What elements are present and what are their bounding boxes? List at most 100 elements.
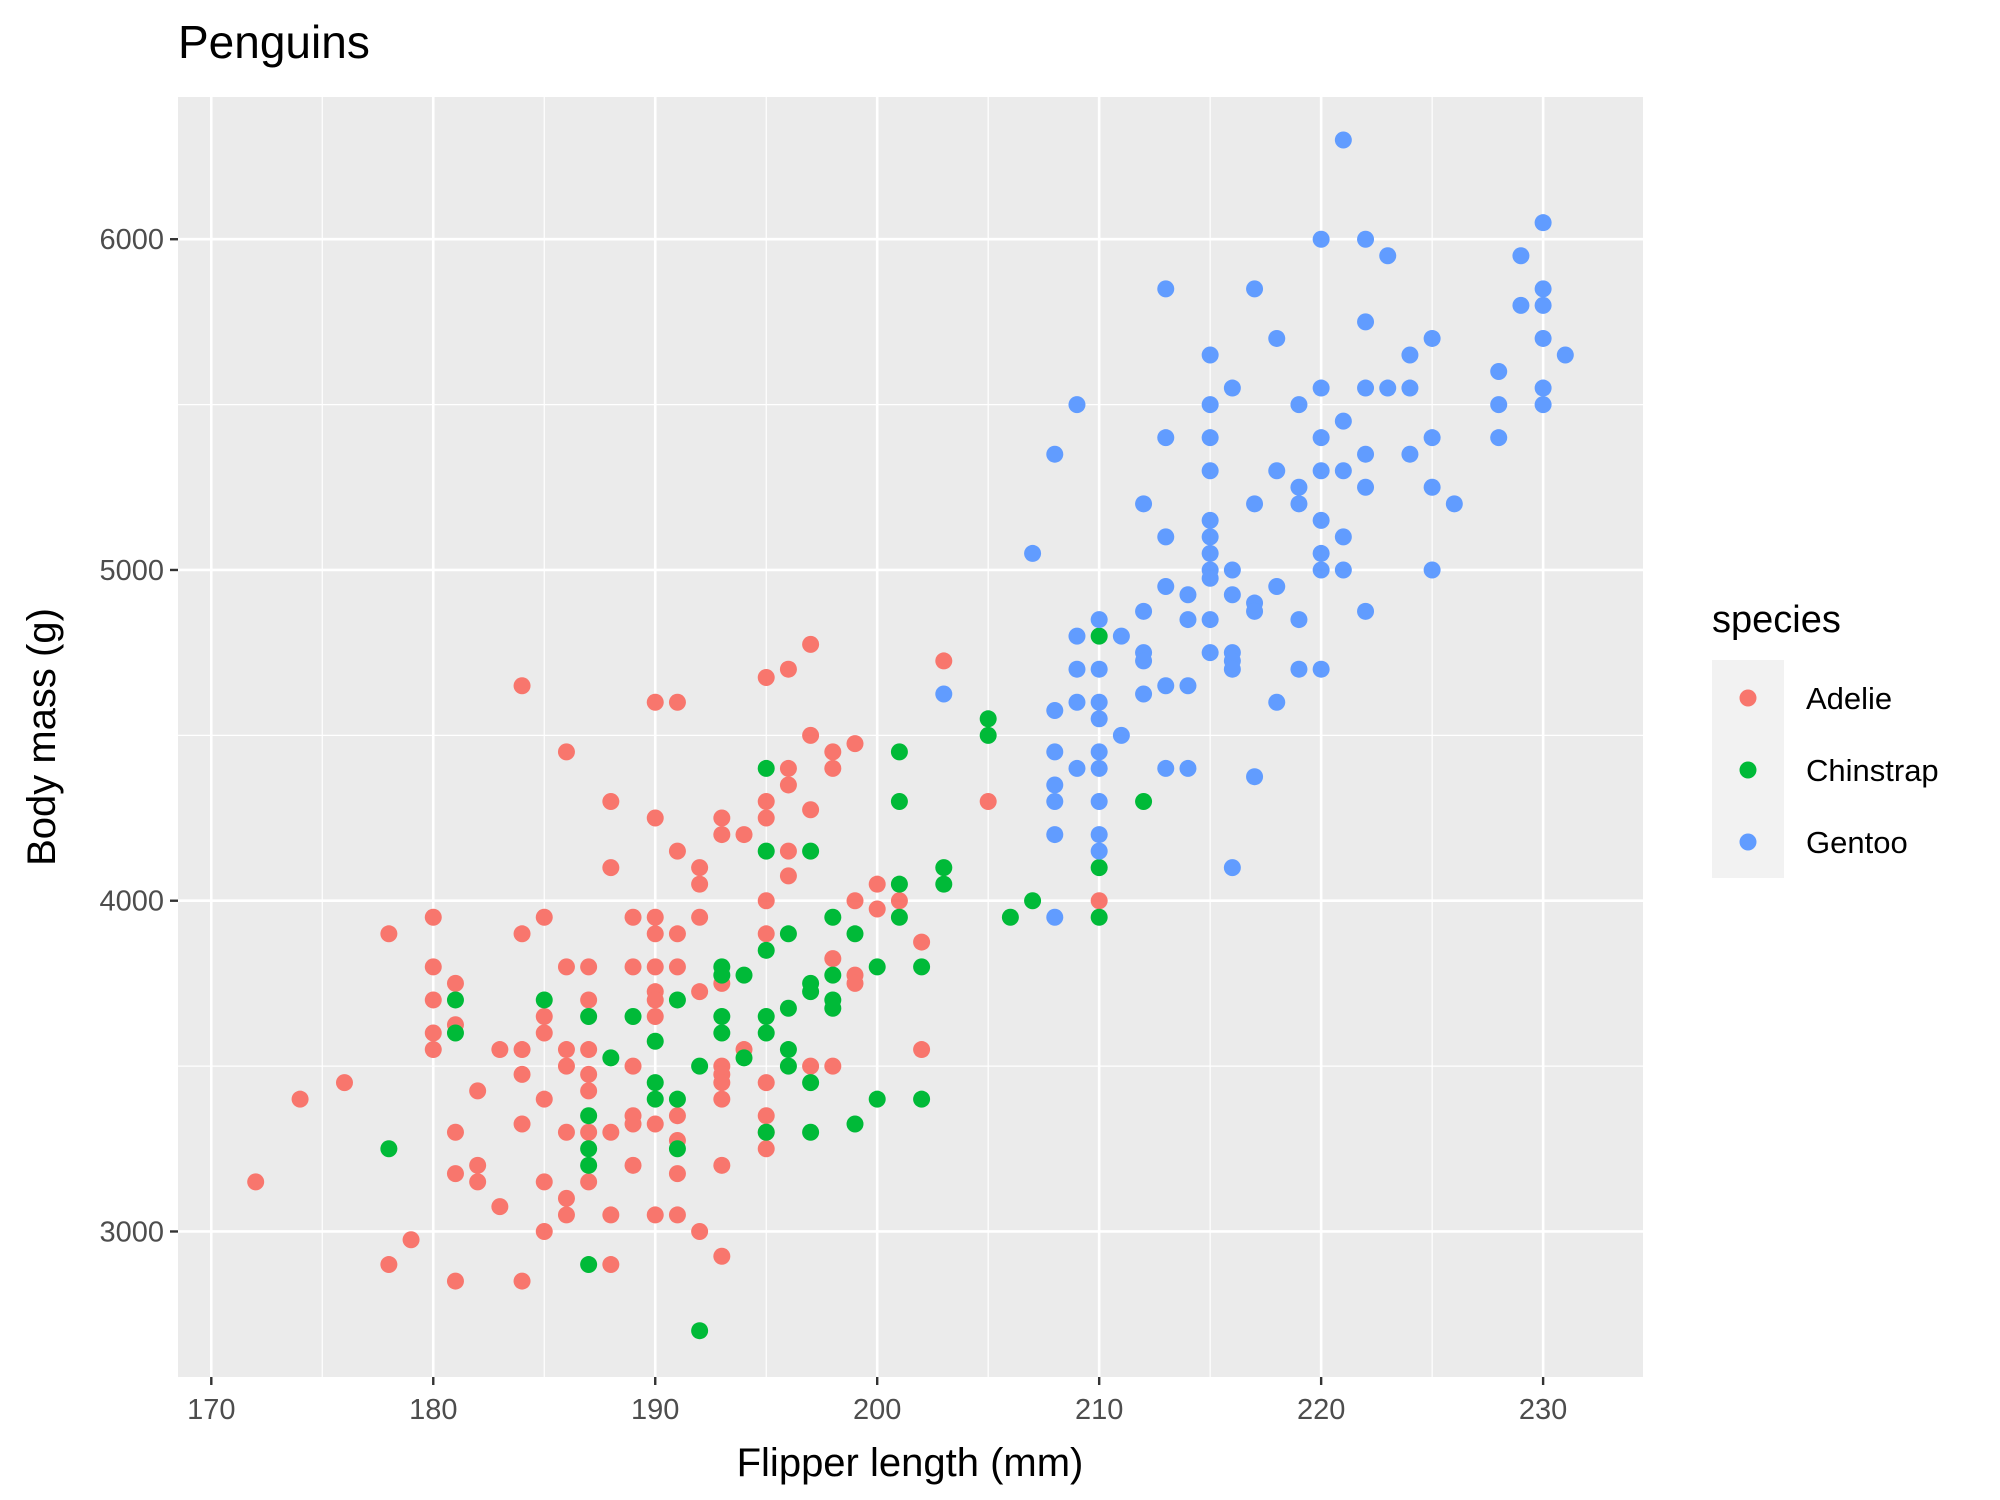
data-point <box>1024 892 1042 910</box>
grid-lines <box>178 97 1643 1377</box>
data-point <box>1312 379 1330 397</box>
data-point <box>602 792 620 810</box>
y-axis-label: Body mass (g) <box>20 608 64 866</box>
data-point <box>580 1107 598 1125</box>
data-point <box>602 1049 620 1067</box>
data-point <box>713 1074 731 1092</box>
data-point <box>1246 280 1264 298</box>
data-point <box>1312 544 1330 562</box>
data-point <box>1357 478 1375 496</box>
legend-items: Adelie Chinstrap Gentoo <box>1739 681 1939 860</box>
data-point <box>1290 396 1308 414</box>
data-point <box>713 1090 731 1108</box>
data-point <box>513 1065 531 1083</box>
data-point <box>491 1198 509 1216</box>
data-point <box>1534 296 1552 314</box>
data-point <box>668 842 686 860</box>
data-point <box>1179 611 1197 629</box>
series-gentoo <box>935 131 1574 926</box>
data-point <box>624 908 642 926</box>
series-adelie <box>247 635 1108 1290</box>
data-point <box>646 1032 664 1050</box>
data-point <box>846 925 864 943</box>
data-point <box>1223 561 1241 579</box>
y-tick-label: 3000 <box>99 1216 164 1248</box>
data-point <box>913 958 931 976</box>
x-tick-label: 170 <box>187 1394 235 1426</box>
data-point <box>1312 462 1330 480</box>
legend: species Adelie Chinstrap Gentoo <box>1712 599 1939 878</box>
data-point <box>913 933 931 951</box>
data-point <box>535 1090 553 1108</box>
data-point <box>1268 578 1286 596</box>
data-point <box>580 1007 598 1025</box>
data-point <box>1046 908 1064 926</box>
data-point <box>757 1074 775 1092</box>
data-point <box>580 1123 598 1141</box>
data-point <box>624 1007 642 1025</box>
data-point <box>1223 859 1241 877</box>
data-point <box>735 1049 753 1067</box>
data-point <box>824 1057 842 1075</box>
data-point <box>1135 652 1153 670</box>
data-point <box>868 900 886 918</box>
data-point <box>557 1189 575 1207</box>
data-point <box>779 759 797 777</box>
data-point <box>1379 379 1397 397</box>
x-tick-label: 230 <box>1519 1394 1567 1426</box>
data-point <box>1534 329 1552 347</box>
data-point <box>602 1123 620 1141</box>
data-point <box>713 966 731 984</box>
data-point <box>1357 230 1375 248</box>
data-point <box>1312 511 1330 529</box>
data-point <box>646 991 664 1009</box>
data-point <box>1334 462 1352 480</box>
axes: 170 180 190 200 210 220 230 3000 4000 5000 6000 <box>99 224 1567 1426</box>
data-point <box>846 1115 864 1133</box>
data-point <box>1090 693 1108 711</box>
data-point <box>1401 379 1419 397</box>
data-point <box>446 1272 464 1290</box>
data-point <box>757 842 775 860</box>
data-point <box>513 1041 531 1059</box>
data-point <box>802 726 820 744</box>
data-point <box>1268 693 1286 711</box>
data-point <box>1201 429 1219 447</box>
data-point <box>446 1123 464 1141</box>
data-point <box>580 1082 598 1100</box>
data-point <box>779 776 797 794</box>
data-point <box>757 809 775 827</box>
data-point <box>424 1041 442 1059</box>
data-point <box>979 726 997 744</box>
data-point <box>824 950 842 968</box>
legend-title: species <box>1712 599 1841 641</box>
data-point <box>1112 726 1130 744</box>
data-point <box>890 892 908 910</box>
data-point <box>757 668 775 686</box>
data-point <box>757 1123 775 1141</box>
data-point <box>1157 578 1175 596</box>
data-point <box>446 991 464 1009</box>
data-point <box>1334 131 1352 149</box>
data-point <box>1135 792 1153 810</box>
data-point <box>1179 677 1197 695</box>
data-point <box>1068 660 1086 678</box>
data-point <box>557 1123 575 1141</box>
data-point <box>757 1024 775 1042</box>
data-point <box>1024 544 1042 562</box>
data-point <box>646 925 664 943</box>
data-point <box>890 743 908 761</box>
data-point <box>1423 478 1441 496</box>
data-point <box>580 1140 598 1158</box>
data-point <box>979 710 997 728</box>
data-point <box>1201 569 1219 587</box>
data-point <box>691 1057 709 1075</box>
data-point <box>890 792 908 810</box>
data-point <box>469 1156 487 1174</box>
data-point <box>846 735 864 753</box>
data-point <box>1090 842 1108 860</box>
data-point <box>824 999 842 1017</box>
data-point <box>646 1007 664 1025</box>
data-point <box>935 875 953 893</box>
legend-label: Chinstrap <box>1806 753 1939 788</box>
